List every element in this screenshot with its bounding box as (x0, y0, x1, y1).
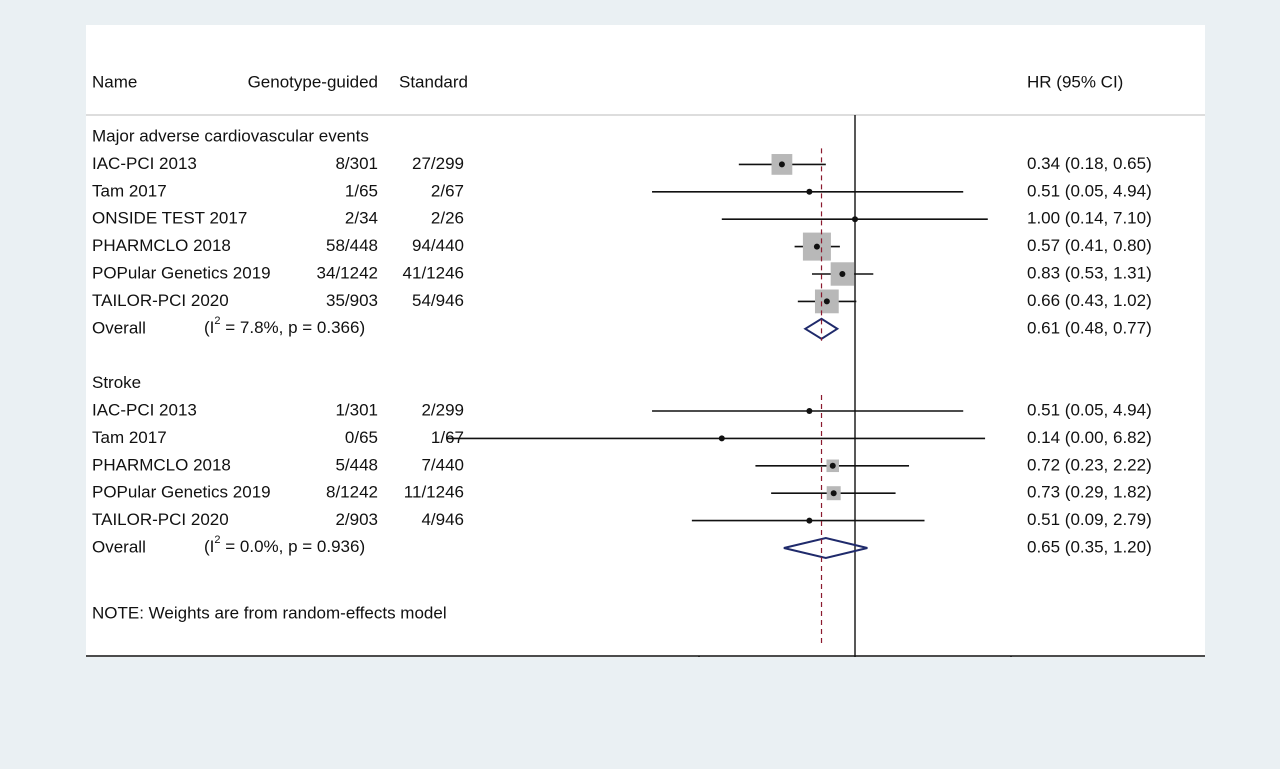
study-name: TAILOR-PCI 2020 (92, 291, 229, 310)
header-group1: Genotype-guided (248, 72, 378, 91)
study-ci-text: 0.66 (0.43, 1.02) (1027, 291, 1152, 310)
study-point (823, 298, 830, 305)
study-ci-text: 0.14 (0.00, 6.82) (1027, 428, 1152, 447)
study-group2: 27/299 (412, 154, 464, 173)
study-name: POPular Genetics 2019 (92, 483, 271, 502)
study-point (806, 188, 813, 195)
study-ci-text: 1.00 (0.14, 7.10) (1027, 209, 1152, 228)
study-ci-text: 0.51 (0.09, 2.79) (1027, 510, 1152, 529)
study-group1: 0/65 (345, 428, 378, 447)
study-group1: 2/903 (335, 510, 378, 529)
overall-label: Overall (92, 318, 146, 337)
study-point (852, 216, 858, 223)
study-group1: 1/65 (345, 181, 378, 200)
study-group2: 7/440 (421, 455, 464, 474)
study-ci-text: 0.72 (0.23, 2.22) (1027, 455, 1152, 474)
study-ci-text: 0.51 (0.05, 4.94) (1027, 181, 1152, 200)
header-group2: Standard (399, 72, 468, 91)
study-group1: 1/301 (335, 400, 378, 419)
study-point (718, 435, 725, 442)
study-point (806, 408, 813, 414)
overall-diamond (783, 536, 868, 560)
study-name: Tam 2017 (92, 428, 167, 447)
study-name: PHARMCLO 2018 (92, 455, 231, 474)
header-effect: HR (95% CI) (1027, 72, 1123, 91)
study-ci-text: 0.51 (0.05, 4.94) (1027, 400, 1152, 419)
overall-heterogeneity: (I2 = 0.0%, p = 0.936) (204, 534, 365, 557)
study-name: POPular Genetics 2019 (92, 263, 271, 282)
forest-plot: Name Genotype-guided Standard HR (95% CI) Ma… (86, 72, 1205, 657)
study-ci-text: 0.73 (0.29, 1.82) (1027, 483, 1152, 502)
study-group1: 2/34 (345, 209, 378, 228)
study-group2: 41/1246 (403, 263, 464, 282)
study-group2: 2/67 (431, 181, 464, 200)
study-group1: 35/903 (326, 291, 378, 310)
study-name: ONSIDE TEST 2017 (92, 209, 247, 228)
subgroup-title: Stroke (92, 373, 141, 392)
study-group2: 2/26 (431, 209, 464, 228)
study-ci-text: 0.83 (0.53, 1.31) (1027, 263, 1152, 282)
chart-panel: Name Genotype-guided Standard HR (95% CI) Ma… (86, 25, 1205, 657)
study-point (830, 490, 837, 497)
study-group2: 54/946 (412, 291, 464, 310)
study-group1: 8/301 (335, 154, 378, 173)
study-name: Tam 2017 (92, 181, 167, 200)
study-group2: 94/440 (412, 236, 464, 255)
header-name: Name (92, 72, 137, 91)
overall-heterogeneity: (I2 = 7.8%, p = 0.366) (204, 315, 365, 338)
study-group1: 58/448 (326, 236, 378, 255)
overall-ci-text: 0.61 (0.48, 0.77) (1027, 318, 1152, 337)
study-ci-text: 0.34 (0.18, 0.65) (1027, 154, 1152, 173)
study-ci-text: 0.57 (0.41, 0.80) (1027, 236, 1152, 255)
study-group1: 34/1242 (317, 263, 378, 282)
study-group1: 8/1242 (326, 483, 378, 502)
study-group2: 4/946 (421, 510, 464, 529)
study-group1: 5/448 (335, 455, 378, 474)
overall-label: Overall (92, 537, 146, 556)
study-point (778, 161, 785, 168)
study-name: IAC-PCI 2013 (92, 154, 197, 173)
study-name: TAILOR-PCI 2020 (92, 510, 229, 529)
study-point (806, 517, 813, 524)
study-group2: 1/67 (431, 428, 464, 447)
subgroup-title: Major adverse cardiovascular events (92, 126, 369, 145)
overall-diamond (803, 317, 840, 340)
study-group2: 11/1246 (404, 483, 464, 502)
study-group2: 2/299 (421, 400, 464, 419)
note-text: NOTE: Weights are from random-effects mo… (92, 603, 447, 622)
study-name: PHARMCLO 2018 (92, 236, 231, 255)
study-point (813, 243, 820, 250)
study-point (839, 271, 846, 277)
overall-ci-text: 0.65 (0.35, 1.20) (1027, 537, 1152, 556)
study-point (829, 462, 836, 469)
study-name: IAC-PCI 2013 (92, 400, 197, 419)
